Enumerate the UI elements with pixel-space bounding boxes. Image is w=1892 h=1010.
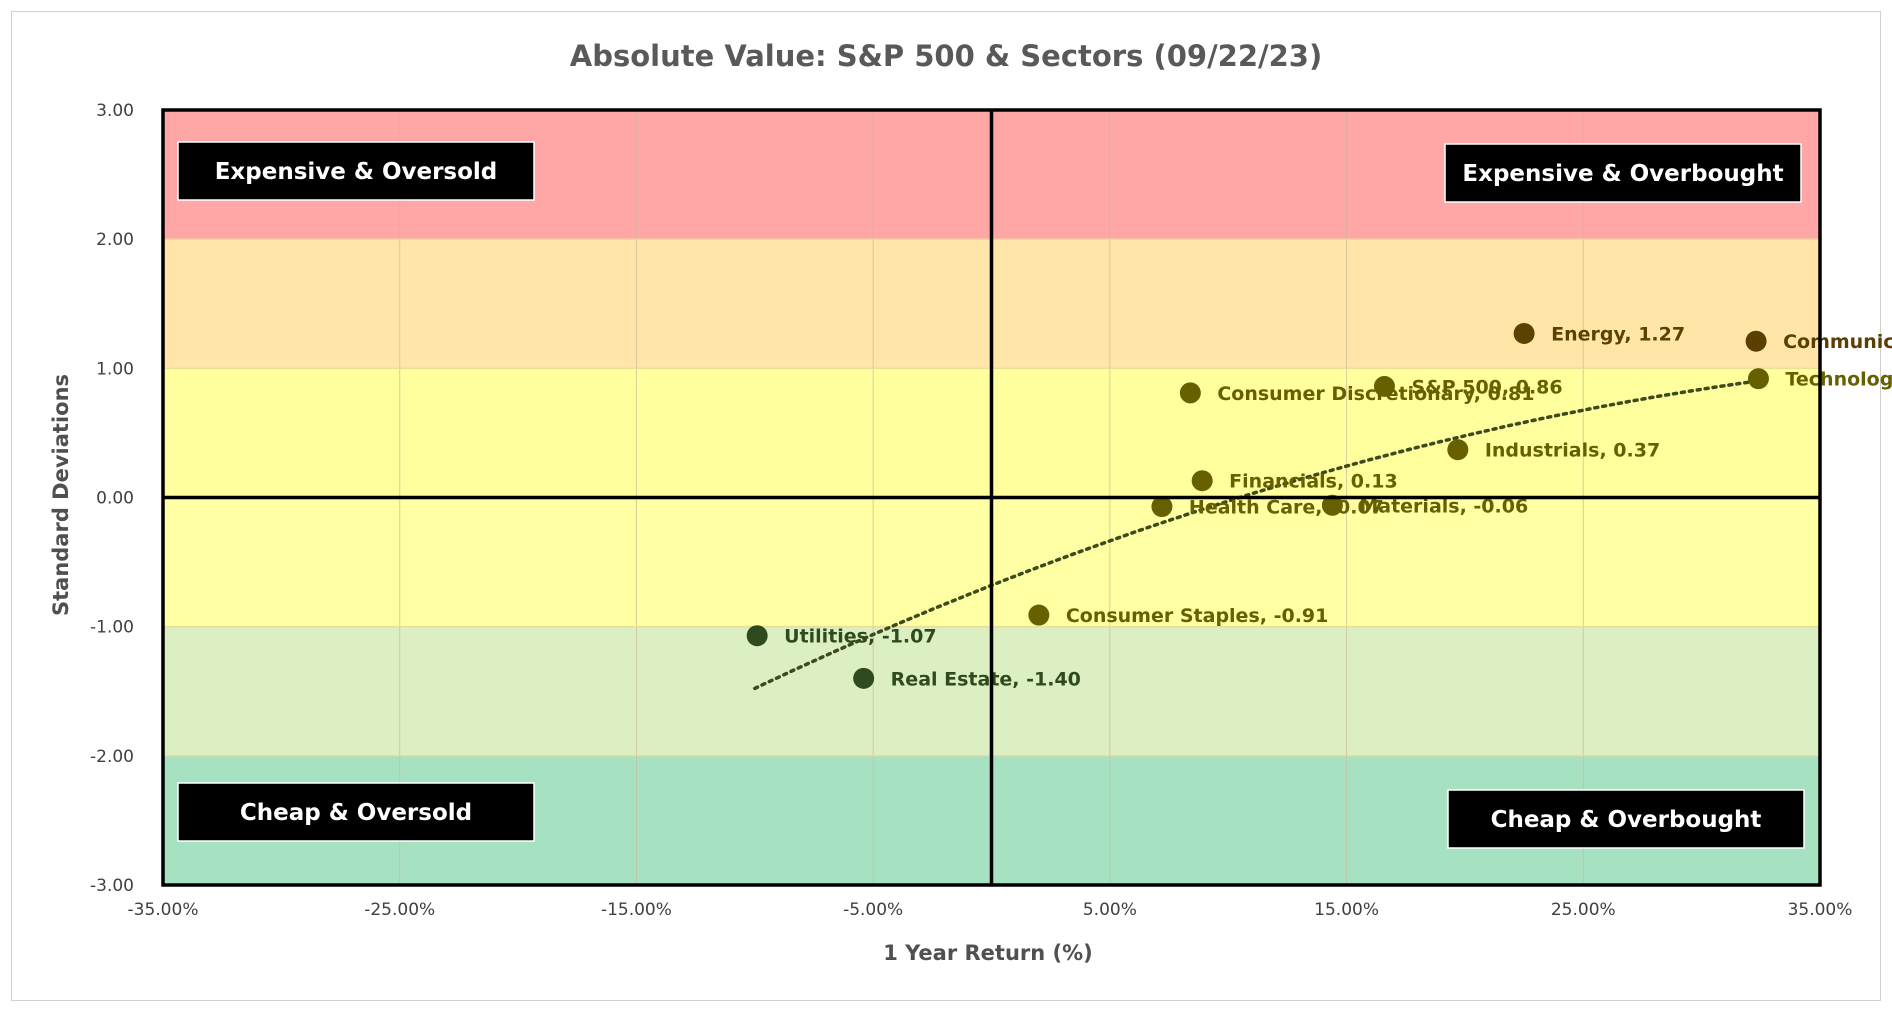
quadrant-label-box: [1447, 789, 1805, 849]
data-point: [1151, 496, 1173, 518]
x-tick-label: 25.00%: [1551, 900, 1616, 920]
data-point: [1747, 368, 1769, 390]
point-label: Real Estate, -1.40: [891, 668, 1081, 690]
trendline: [753, 378, 1763, 691]
x-tick-label: -5.00%: [843, 900, 903, 920]
point-label: Communication Services, 1.21: [1783, 331, 1892, 353]
quadrant-label-box: [177, 141, 535, 201]
y-axis-title: Standard Deviations: [49, 374, 73, 616]
data-point: [1513, 322, 1535, 344]
x-tick-label: -15.00%: [601, 900, 672, 920]
point-label: Utilities, -1.07: [784, 626, 936, 648]
quadrant-label: Cheap & Oversold: [240, 800, 472, 826]
y-tick-label: 3.00: [96, 101, 134, 121]
axes: -35.00% -25.00% -15.00% -5.00% 5.00% 15.00% 25…: [90, 101, 1852, 920]
trendline-group: [753, 378, 1763, 691]
point-label: Financials, 0.13: [1229, 471, 1398, 493]
y-tick-label: -2.00: [90, 747, 134, 767]
point-label: Materials, -0.06: [1359, 495, 1528, 517]
y-tick-label: -1.00: [90, 618, 134, 638]
quadrant-label: Cheap & Overbought: [1491, 807, 1762, 833]
y-tick-label: 2.00: [96, 230, 134, 250]
point-label: Energy, 1.27: [1551, 323, 1685, 345]
point-label: Consumer Staples, -0.91: [1066, 605, 1329, 627]
quadrant-label-box: [177, 782, 535, 842]
data-points: Energy, 1.27 Communication Services, 1.21…: [746, 322, 1892, 690]
data-point: [1745, 330, 1767, 352]
quadrant-labels: Expensive & Oversold Expensive & Overboug…: [177, 141, 1805, 849]
x-tick-label: -35.00%: [128, 900, 199, 920]
data-point: [1028, 604, 1050, 626]
x-tick-label: -25.00%: [364, 900, 435, 920]
quadrant-label: Expensive & Overbought: [1462, 161, 1783, 187]
x-axis-title: 1 Year Return (%): [883, 941, 1093, 965]
data-point: [1179, 382, 1201, 404]
y-tick-label: 1.00: [96, 359, 134, 379]
x-tick-label: 5.00%: [1083, 900, 1137, 920]
point-label: S&P 500, 0.86: [1411, 376, 1562, 398]
data-point: [746, 625, 768, 647]
y-tick-label: 0.00: [96, 489, 134, 509]
point-label: Industrials, 0.37: [1485, 440, 1660, 462]
chart-title: Absolute Value: S&P 500 & Sectors (09/22…: [570, 39, 1322, 73]
data-point: [853, 667, 875, 689]
point-label: Technology, 0.92: [1785, 369, 1892, 391]
quadrant-label: Expensive & Oversold: [215, 159, 498, 185]
quadrant-label-box: [1444, 143, 1802, 203]
data-point: [1447, 439, 1469, 461]
data-point: [1321, 494, 1343, 516]
y-tick-label: -3.00: [90, 876, 134, 896]
x-tick-label: 15.00%: [1314, 900, 1379, 920]
x-tick-label: 35.00%: [1788, 900, 1853, 920]
data-point: [1373, 375, 1395, 397]
point-label: Health Care, -0.07: [1189, 497, 1384, 519]
data-point: [1191, 470, 1213, 492]
point-label: Consumer Discretionary, 0.81: [1217, 383, 1534, 405]
